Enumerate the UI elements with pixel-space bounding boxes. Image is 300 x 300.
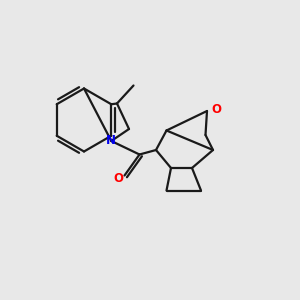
Text: O: O <box>113 172 124 185</box>
Text: N: N <box>106 134 116 148</box>
Text: O: O <box>211 103 221 116</box>
